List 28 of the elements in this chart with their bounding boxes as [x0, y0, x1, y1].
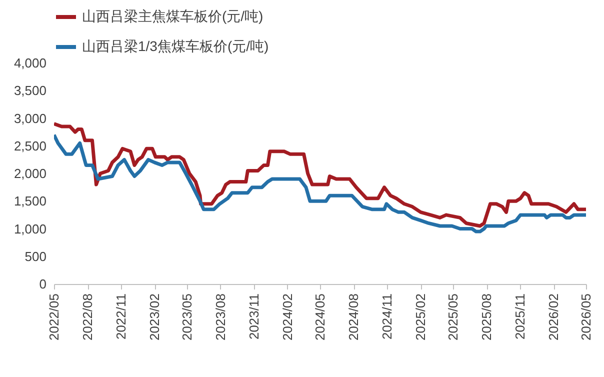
x-tick-label: 2025/08 — [479, 294, 494, 340]
x-tick-label: 2022/11 — [114, 294, 128, 340]
x-tick-label: 2024/08 — [346, 294, 362, 340]
x-tick-label: 2024/05 — [312, 294, 328, 340]
y-tick-label: 1,500 — [14, 194, 46, 209]
x-tick-label: 2023/02 — [147, 294, 162, 340]
y-tick-label: 1,000 — [14, 221, 46, 236]
x-tick-label: 2026/02 — [546, 294, 562, 340]
x-tick-label: 2024/02 — [280, 294, 295, 340]
legend-label: 山西吕梁主焦煤车板价(元/吨) — [82, 8, 264, 24]
x-tick-label: 2022/05 — [46, 294, 62, 340]
x-tick-label: 2023/05 — [179, 294, 194, 340]
y-tick-label: 2,000 — [14, 166, 46, 181]
x-tick-label: 2026/05 — [578, 294, 594, 340]
x-tick-label: 2023/11 — [246, 294, 262, 340]
y-tick-label: 3,000 — [14, 110, 46, 126]
y-tick-label: 4,000 — [14, 56, 46, 70]
y-tick-label: 3,500 — [14, 83, 46, 98]
x-tick-label: 2025/11 — [512, 294, 528, 340]
x-tick-label: 2023/08 — [212, 294, 228, 340]
x-tick-label: 2024/11 — [380, 294, 395, 340]
y-tick-label: 2,500 — [14, 138, 46, 154]
legend-label: 山西吕梁1/3焦煤车板价(元/吨) — [82, 38, 269, 54]
x-tick-label: 2025/05 — [446, 294, 461, 340]
y-tick-label: 500 — [24, 248, 46, 264]
x-tick-label: 2022/08 — [80, 294, 95, 340]
x-tick-label: 2025/02 — [413, 294, 428, 340]
y-tick-label: 0 — [39, 276, 46, 292]
